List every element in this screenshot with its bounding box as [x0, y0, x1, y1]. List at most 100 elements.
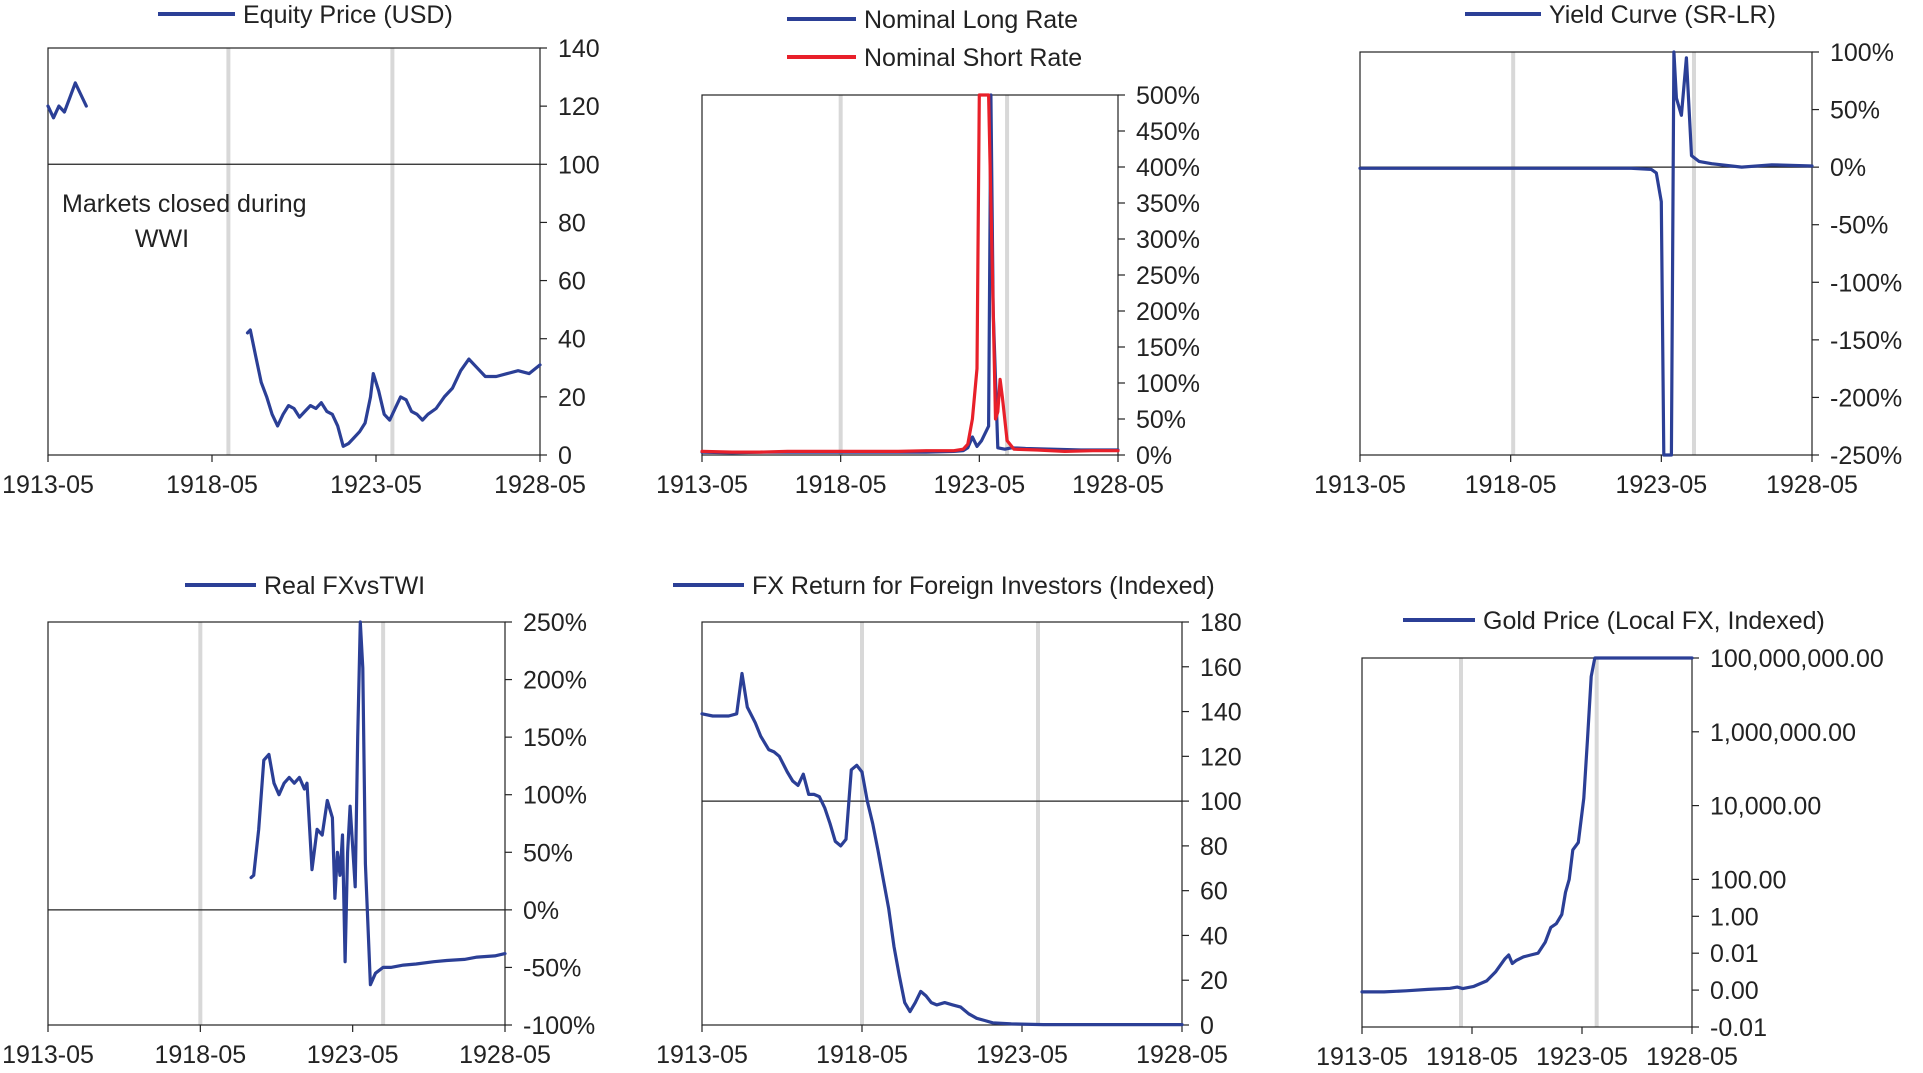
x-tick-label: 1923-05: [330, 471, 422, 499]
x-tick-label: 1918-05: [816, 1041, 908, 1069]
y-tick-label: 400%: [1136, 154, 1200, 182]
plot-frame: [47, 621, 506, 1026]
plot-frame: [1359, 51, 1813, 456]
x-tick-label: 1928-05: [494, 471, 586, 499]
y-tick-label: 100: [1200, 788, 1242, 816]
y-tick-label: 100.00: [1710, 866, 1786, 894]
x-tick-label: 1913-05: [656, 471, 748, 499]
legend-label: Real FXvsTWI: [264, 572, 425, 600]
y-tick-label: 140: [558, 35, 600, 63]
series-line-nominal-long-rate: [700, 93, 1120, 455]
chart-6: -0.01 0.00 0.01 1.00 100.00 10,000.00 1,000,00…: [1316, 607, 1884, 1071]
y-tick-label: 300%: [1136, 226, 1200, 254]
y-tick-label: 60: [1200, 878, 1228, 906]
series-line-equity-price-usd: [46, 81, 88, 120]
y-tick-label: 100%: [1830, 39, 1894, 67]
y-tick-label: 40: [558, 326, 586, 354]
chart-2: 0% 50% 100% 150% 200% 250% 300% 350% 400% 450% 500…: [656, 6, 1200, 499]
y-tick-label: 10,000.00: [1710, 793, 1821, 821]
y-tick-label: -100%: [1830, 269, 1902, 297]
legend-label: Gold Price (Local FX, Indexed): [1483, 607, 1825, 635]
y-tick-label: 100%: [1136, 370, 1200, 398]
legend-label: Nominal Long Rate: [864, 6, 1078, 34]
plot-frame: [47, 47, 541, 456]
y-tick-label: 0%: [1830, 154, 1866, 182]
x-tick-label: 1923-05: [1615, 471, 1707, 499]
y-tick-label: 100: [558, 151, 600, 179]
y-tick-label: 20: [558, 384, 586, 412]
chart-3: -250% -200% -150% -100% -50% 0% 50% 100% 1913-05…: [1314, 1, 1902, 499]
plot-frame: [701, 621, 1183, 1026]
y-tick-label: 100%: [523, 782, 587, 810]
y-tick-label: 0%: [523, 897, 559, 925]
series-line-yield-curve-sr-lr: [1358, 50, 1814, 457]
y-tick-label: 200%: [1136, 298, 1200, 326]
y-tick-label: 450%: [1136, 118, 1200, 146]
y-tick-label: 50%: [1830, 97, 1880, 125]
plot-frame: [1361, 657, 1693, 1028]
y-tick-label: 120: [1200, 743, 1242, 771]
y-tick-label: -200%: [1830, 384, 1902, 412]
annotation-line-1: Markets closed during: [62, 190, 307, 218]
x-tick-label: 1928-05: [1766, 471, 1858, 499]
x-tick-label: 1918-05: [1465, 471, 1557, 499]
y-tick-label: 0.01: [1710, 940, 1759, 968]
y-tick-label: 500%: [1136, 82, 1200, 110]
chart-4: -100% -50% 0% 50% 100% 150% 200% 250% 1913-05 191…: [2, 572, 595, 1069]
series-line-equity-price-usd: [245, 328, 542, 448]
x-tick-label: 1918-05: [166, 471, 258, 499]
y-tick-label: 80: [558, 209, 586, 237]
y-tick-label: -100%: [523, 1012, 595, 1040]
x-tick-label: 1928-05: [1136, 1041, 1228, 1069]
x-tick-label: 1928-05: [1072, 471, 1164, 499]
x-tick-label: 1918-05: [1426, 1043, 1518, 1071]
y-tick-label: 120: [558, 93, 600, 121]
x-tick-label: 1913-05: [1314, 471, 1406, 499]
y-tick-label: 60: [558, 268, 586, 296]
x-tick-label: 1928-05: [459, 1041, 551, 1069]
x-tick-label: 1913-05: [2, 471, 94, 499]
y-tick-label: 150%: [523, 724, 587, 752]
y-tick-label: 1,000,000.00: [1710, 719, 1856, 747]
y-tick-label: 100,000,000.00: [1710, 645, 1884, 673]
y-tick-label: 0%: [1136, 442, 1172, 470]
y-tick-label: 50%: [523, 839, 573, 867]
x-tick-label: 1923-05: [307, 1041, 399, 1069]
x-tick-label: 1913-05: [2, 1041, 94, 1069]
legend-label: FX Return for Foreign Investors (Indexed…: [752, 572, 1215, 600]
y-tick-label: 250%: [523, 609, 587, 637]
series-line-fx-return-for-foreign-investors-indexed: [700, 671, 1184, 1027]
y-tick-label: 40: [1200, 922, 1228, 950]
x-tick-label: 1923-05: [976, 1041, 1068, 1069]
y-tick-label: -250%: [1830, 442, 1902, 470]
x-tick-label: 1918-05: [154, 1041, 246, 1069]
annotation-line-2: WWI: [135, 225, 189, 253]
y-tick-label: 160: [1200, 654, 1242, 682]
y-tick-label: 0: [1200, 1012, 1214, 1040]
y-tick-label: 150%: [1136, 334, 1200, 362]
series-line-nominal-short-rate: [700, 93, 1120, 454]
y-tick-label: -150%: [1830, 327, 1902, 355]
x-tick-label: 1918-05: [795, 471, 887, 499]
series-line-real-fxvstwi: [249, 620, 507, 987]
y-tick-label: 140: [1200, 699, 1242, 727]
y-tick-label: 350%: [1136, 190, 1200, 218]
y-tick-label: 0: [558, 442, 572, 470]
x-tick-label: 1923-05: [1536, 1043, 1628, 1071]
legend-label: Yield Curve (SR-LR): [1549, 1, 1776, 29]
y-tick-label: 1.00: [1710, 903, 1759, 931]
y-tick-label: -50%: [1830, 212, 1888, 240]
plot-frame: [701, 94, 1119, 456]
y-tick-label: 20: [1200, 967, 1228, 995]
x-tick-label: 1913-05: [656, 1041, 748, 1069]
y-tick-label: 250%: [1136, 262, 1200, 290]
y-tick-label: 200%: [523, 667, 587, 695]
x-tick-label: 1913-05: [1316, 1043, 1408, 1071]
y-tick-label: 80: [1200, 833, 1228, 861]
legend-label: Equity Price (USD): [243, 1, 453, 29]
y-tick-label: -50%: [523, 954, 581, 982]
chart-5: 0 20 40 60 80 100 120 140 160 180 1913-05 1918-05 19…: [656, 572, 1242, 1069]
y-tick-label: 0.00: [1710, 977, 1759, 1005]
y-tick-label: -0.01: [1710, 1014, 1767, 1042]
